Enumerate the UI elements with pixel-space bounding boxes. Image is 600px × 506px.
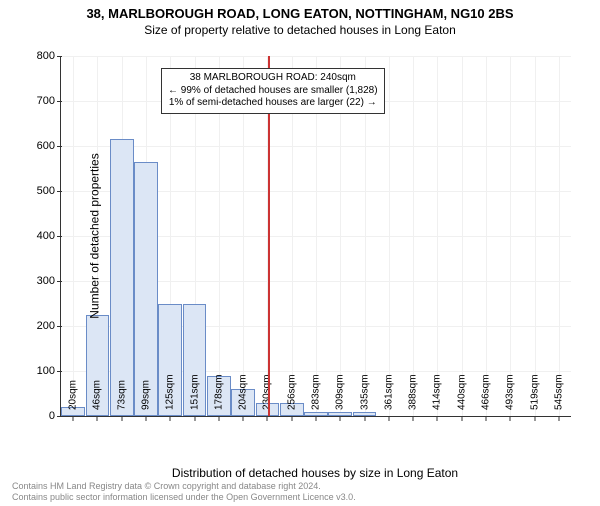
x-tick-mark [146, 416, 147, 421]
y-tick: 800 [37, 50, 61, 62]
y-tick: 600 [37, 140, 61, 152]
gridline-v [510, 56, 511, 416]
x-tick: 335sqm [359, 374, 370, 416]
x-tick-mark [510, 416, 511, 421]
x-tick-mark [413, 416, 414, 421]
x-tick-mark [534, 416, 535, 421]
x-tick: 440sqm [456, 374, 467, 416]
x-tick-mark [267, 416, 268, 421]
x-tick: 256sqm [286, 374, 297, 416]
x-tick-mark [486, 416, 487, 421]
x-tick-mark [291, 416, 292, 421]
gridline-v [535, 56, 536, 416]
footer-line-1: Contains HM Land Registry data © Crown c… [12, 481, 356, 492]
y-tick: 100 [37, 365, 61, 377]
x-tick-mark [121, 416, 122, 421]
chart: 010020030040050060070080020sqm46sqm73sqm… [60, 56, 570, 416]
bar [110, 139, 134, 416]
x-tick: 493sqm [505, 374, 516, 416]
x-tick: 46sqm [92, 380, 103, 416]
x-tick: 519sqm [529, 374, 540, 416]
gridline-v [389, 56, 390, 416]
x-tick-mark [558, 416, 559, 421]
gridline-v [559, 56, 560, 416]
x-tick: 388sqm [408, 374, 419, 416]
x-tick: 414sqm [432, 374, 443, 416]
annotation-line-2: ← 99% of detached houses are smaller (1,… [168, 85, 378, 98]
y-tick: 300 [37, 275, 61, 287]
annotation-line-1: 38 MARLBOROUGH ROAD: 240sqm [168, 72, 378, 85]
x-tick: 151sqm [189, 374, 200, 416]
page-title: 38, MARLBOROUGH ROAD, LONG EATON, NOTTIN… [0, 6, 600, 21]
y-axis-label: Number of detached properties [88, 153, 102, 318]
x-tick: 283sqm [311, 374, 322, 416]
x-tick: 20sqm [68, 380, 79, 416]
x-tick: 309sqm [335, 374, 346, 416]
plot-area: 010020030040050060070080020sqm46sqm73sqm… [60, 56, 571, 417]
y-tick: 500 [37, 185, 61, 197]
x-tick-mark [170, 416, 171, 421]
x-tick-mark [461, 416, 462, 421]
gridline-v [437, 56, 438, 416]
x-tick-mark [316, 416, 317, 421]
x-tick: 125sqm [165, 374, 176, 416]
x-tick: 73sqm [116, 380, 127, 416]
y-tick: 400 [37, 230, 61, 242]
bar [134, 162, 158, 416]
annotation-line-3: 1% of semi-detached houses are larger (2… [168, 97, 378, 110]
x-tick-mark [340, 416, 341, 421]
footer-line-2: Contains public sector information licen… [12, 492, 356, 503]
y-tick: 200 [37, 320, 61, 332]
gridline-v [486, 56, 487, 416]
x-tick: 204sqm [238, 374, 249, 416]
annotation-box: 38 MARLBOROUGH ROAD: 240sqm ← 99% of det… [161, 68, 385, 114]
x-tick: 466sqm [481, 374, 492, 416]
x-tick: 99sqm [141, 380, 152, 416]
gridline-v [462, 56, 463, 416]
x-tick-mark [364, 416, 365, 421]
x-tick-mark [388, 416, 389, 421]
page-subtitle: Size of property relative to detached ho… [0, 23, 600, 37]
x-tick: 178sqm [213, 374, 224, 416]
gridline-v [73, 56, 74, 416]
x-axis-label: Distribution of detached houses by size … [172, 466, 458, 480]
y-tick: 700 [37, 95, 61, 107]
x-tick-mark [437, 416, 438, 421]
x-tick-mark [73, 416, 74, 421]
x-tick: 545sqm [553, 374, 564, 416]
y-tick: 0 [49, 410, 61, 422]
x-tick-mark [97, 416, 98, 421]
x-tick: 361sqm [383, 374, 394, 416]
gridline-v [413, 56, 414, 416]
x-tick-mark [218, 416, 219, 421]
x-tick-mark [194, 416, 195, 421]
x-tick-mark [243, 416, 244, 421]
